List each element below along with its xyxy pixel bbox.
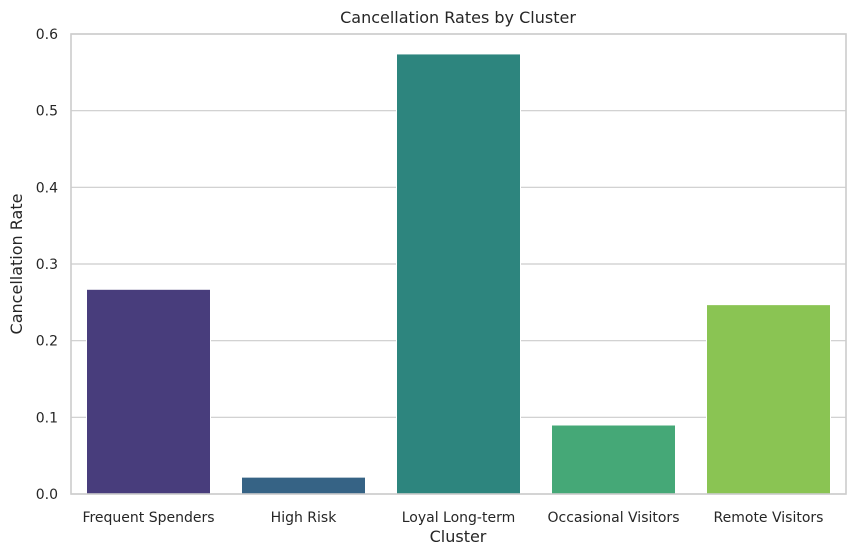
y-tick-label: 0.4 [36,180,58,196]
y-tick-labels: 0.0 0.1 0.2 0.3 0.4 0.5 0.6 [36,27,58,503]
bar-loyal-long-term [396,53,521,495]
x-tick-label: Loyal Long-term [402,510,516,526]
bar-high-risk [241,476,366,495]
x-tick-label: Frequent Spenders [82,510,214,526]
y-tick-label: 0.3 [36,257,58,273]
x-tick-label: Remote Visitors [714,510,824,526]
bar-remote-visitors [706,304,831,495]
x-axis-label: Cluster [430,527,487,546]
x-tick-label: High Risk [271,510,338,526]
y-axis-label: Cancellation Rate [7,194,26,335]
y-tick-label: 0.1 [36,410,58,426]
y-tick-label: 0.0 [36,487,58,503]
x-tick-label: Occasional Visitors [548,510,680,526]
x-tick-labels: Frequent Spenders High Risk Loyal Long-ter… [82,510,823,526]
bar-frequent-spenders [86,288,211,495]
y-tick-label: 0.6 [36,27,58,43]
bars [86,53,831,495]
chart-title: Cancellation Rates by Cluster [340,8,576,27]
y-tick-label: 0.5 [36,104,58,120]
y-tick-label: 0.2 [36,334,58,350]
plot-frame [70,33,847,495]
bar-occasional-visitors [551,424,676,495]
